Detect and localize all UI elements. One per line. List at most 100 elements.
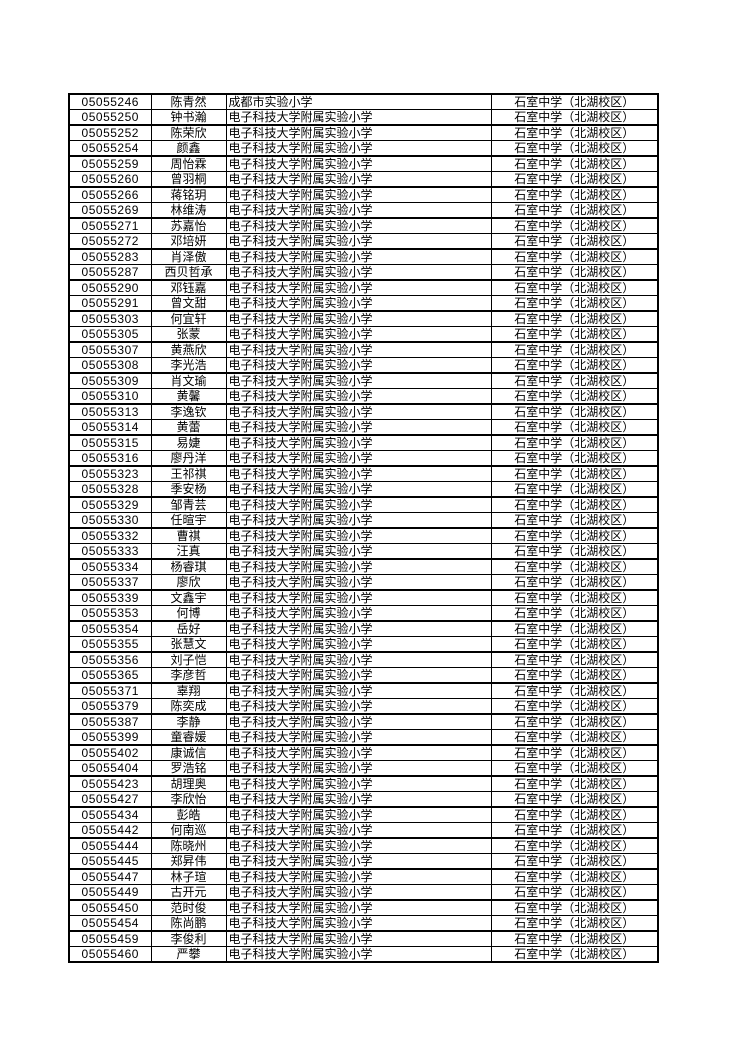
student-id-cell: 05055356 bbox=[68, 651, 152, 668]
primary-school-cell: 电子科技大学附属实验小学 bbox=[225, 388, 492, 405]
table-row: 05055371 辜翔 电子科技大学附属实验小学 石室中学（北湖校区） bbox=[68, 682, 659, 699]
table-row: 05055250 钟书瀚 电子科技大学附属实验小学 石室中学（北湖校区） bbox=[68, 109, 659, 126]
student-id-cell: 05055291 bbox=[68, 295, 152, 312]
student-name-cell: 李彦哲 bbox=[150, 667, 227, 684]
middle-school-cell: 石室中学（北湖校区） bbox=[490, 465, 659, 482]
student-id-cell: 05055353 bbox=[68, 605, 152, 622]
student-id-cell: 05055339 bbox=[68, 589, 152, 606]
student-name-cell: 李俊利 bbox=[150, 930, 227, 947]
table-row: 05055447 林子瑄 电子科技大学附属实验小学 石室中学（北湖校区） bbox=[68, 868, 659, 885]
student-name-cell: 王祁祺 bbox=[150, 465, 227, 482]
student-name-cell: 胡理奥 bbox=[150, 775, 227, 792]
student-name-cell: 童睿媛 bbox=[150, 729, 227, 746]
table-row: 05055252 陈荣欣 电子科技大学附属实验小学 石室中学（北湖校区） bbox=[68, 124, 659, 141]
student-name-cell: 严攀 bbox=[150, 946, 227, 963]
student-name-cell: 岳好 bbox=[150, 620, 227, 637]
student-name-cell: 邓培妍 bbox=[150, 233, 227, 250]
table-row: 05055404 罗浩铭 电子科技大学附属实验小学 石室中学（北湖校区） bbox=[68, 760, 659, 777]
student-name-cell: 曾羽桐 bbox=[150, 171, 227, 188]
middle-school-cell: 石室中学（北湖校区） bbox=[490, 341, 659, 358]
middle-school-cell: 石室中学（北湖校区） bbox=[490, 589, 659, 606]
student-name-cell: 周怡霖 bbox=[150, 155, 227, 172]
student-name-cell: 钟书瀚 bbox=[150, 109, 227, 126]
student-name-cell: 曾文甜 bbox=[150, 295, 227, 312]
student-id-cell: 05055354 bbox=[68, 620, 152, 637]
middle-school-cell: 石室中学（北湖校区） bbox=[490, 248, 659, 265]
table-row: 05055283 肖泽傲 电子科技大学附属实验小学 石室中学（北湖校区） bbox=[68, 248, 659, 265]
student-name-cell: 汪真 bbox=[150, 543, 227, 560]
student-id-cell: 05055314 bbox=[68, 419, 152, 436]
primary-school-cell: 电子科技大学附属实验小学 bbox=[225, 729, 492, 746]
primary-school-cell: 电子科技大学附属实验小学 bbox=[225, 651, 492, 668]
primary-school-cell: 电子科技大学附属实验小学 bbox=[225, 698, 492, 715]
student-name-cell: 陈青然 bbox=[150, 93, 227, 110]
student-name-cell: 杨睿琪 bbox=[150, 558, 227, 575]
student-id-cell: 05055399 bbox=[68, 729, 152, 746]
table-row: 05055379 陈奕成 电子科技大学附属实验小学 石室中学（北湖校区） bbox=[68, 698, 659, 715]
student-name-cell: 李光浩 bbox=[150, 357, 227, 374]
primary-school-cell: 电子科技大学附属实验小学 bbox=[225, 915, 492, 932]
student-id-cell: 05055355 bbox=[68, 636, 152, 653]
student-id-cell: 05055404 bbox=[68, 760, 152, 777]
middle-school-cell: 石室中学（北湖校区） bbox=[490, 419, 659, 436]
student-name-cell: 黄燕欣 bbox=[150, 341, 227, 358]
table-row: 05055402 康诚信 电子科技大学附属实验小学 石室中学（北湖校区） bbox=[68, 744, 659, 761]
student-id-cell: 05055371 bbox=[68, 682, 152, 699]
primary-school-cell: 电子科技大学附属实验小学 bbox=[225, 124, 492, 141]
primary-school-cell: 电子科技大学附属实验小学 bbox=[225, 930, 492, 947]
student-name-cell: 郑昇伟 bbox=[150, 853, 227, 870]
table-row: 05055354 岳好 电子科技大学附属实验小学 石室中学（北湖校区） bbox=[68, 620, 659, 637]
student-id-cell: 05055334 bbox=[68, 558, 152, 575]
primary-school-cell: 电子科技大学附属实验小学 bbox=[225, 667, 492, 684]
middle-school-cell: 石室中学（北湖校区） bbox=[490, 450, 659, 467]
middle-school-cell: 石室中学（北湖校区） bbox=[490, 372, 659, 389]
student-id-cell: 05055271 bbox=[68, 217, 152, 234]
student-id-cell: 05055427 bbox=[68, 791, 152, 808]
student-name-cell: 陈奕成 bbox=[150, 698, 227, 715]
table-row: 05055313 李逸钦 电子科技大学附属实验小学 石室中学（北湖校区） bbox=[68, 403, 659, 420]
table-row: 05055291 曾文甜 电子科技大学附属实验小学 石室中学（北湖校区） bbox=[68, 295, 659, 312]
student-id-cell: 05055305 bbox=[68, 326, 152, 343]
middle-school-cell: 石室中学（北湖校区） bbox=[490, 202, 659, 219]
middle-school-cell: 石室中学（北湖校区） bbox=[490, 527, 659, 544]
student-name-cell: 文鑫宇 bbox=[150, 589, 227, 606]
student-name-cell: 蒋铭玥 bbox=[150, 186, 227, 203]
primary-school-cell: 电子科技大学附属实验小学 bbox=[225, 264, 492, 281]
middle-school-cell: 石室中学（北湖校区） bbox=[490, 744, 659, 761]
student-roster-table: 05055246 陈青然 成都市实验小学 石室中学（北湖校区） 05055250 钟书瀚电… bbox=[68, 93, 659, 963]
primary-school-cell: 电子科技大学附属实验小学 bbox=[225, 899, 492, 916]
primary-school-cell: 电子科技大学附属实验小学 bbox=[225, 202, 492, 219]
student-name-cell: 陈尚鹏 bbox=[150, 915, 227, 932]
student-id-cell: 05055365 bbox=[68, 667, 152, 684]
primary-school-cell: 电子科技大学附属实验小学 bbox=[225, 868, 492, 885]
table-row: 05055246 陈青然 成都市实验小学 石室中学（北湖校区） bbox=[68, 93, 659, 110]
primary-school-cell: 电子科技大学附属实验小学 bbox=[225, 775, 492, 792]
student-name-cell: 林维涛 bbox=[150, 202, 227, 219]
middle-school-cell: 石室中学（北湖校区） bbox=[490, 760, 659, 777]
middle-school-cell: 石室中学（北湖校区） bbox=[490, 915, 659, 932]
student-id-cell: 05055423 bbox=[68, 775, 152, 792]
primary-school-cell: 电子科技大学附属实验小学 bbox=[225, 760, 492, 777]
student-name-cell: 任暄宇 bbox=[150, 512, 227, 529]
student-id-cell: 05055337 bbox=[68, 574, 152, 591]
middle-school-cell: 石室中学（北湖校区） bbox=[490, 667, 659, 684]
middle-school-cell: 石室中学（北湖校区） bbox=[490, 403, 659, 420]
table-row: 05055287 西贝哲承 电子科技大学附属实验小学 石室中学（北湖校区） bbox=[68, 264, 659, 281]
primary-school-cell: 电子科技大学附属实验小学 bbox=[225, 434, 492, 451]
primary-school-cell: 成都市实验小学 bbox=[225, 93, 492, 110]
middle-school-cell: 石室中学（北湖校区） bbox=[490, 682, 659, 699]
table-row: 05055332 曹祺 电子科技大学附属实验小学 石室中学（北湖校区） bbox=[68, 527, 659, 544]
table-row: 05055353 何博 电子科技大学附属实验小学 石室中学（北湖校区） bbox=[68, 605, 659, 622]
student-name-cell: 刘子恺 bbox=[150, 651, 227, 668]
student-id-cell: 05055254 bbox=[68, 140, 152, 157]
table-row: 05055329 邹青芸 电子科技大学附属实验小学 石室中学（北湖校区） bbox=[68, 496, 659, 513]
student-id-cell: 05055447 bbox=[68, 868, 152, 885]
middle-school-cell: 石室中学（北湖校区） bbox=[490, 558, 659, 575]
student-name-cell: 李欣怡 bbox=[150, 791, 227, 808]
primary-school-cell: 电子科技大学附属实验小学 bbox=[225, 822, 492, 839]
middle-school-cell: 石室中学（北湖校区） bbox=[490, 109, 659, 126]
middle-school-cell: 石室中学（北湖校区） bbox=[490, 884, 659, 901]
middle-school-cell: 石室中学（北湖校区） bbox=[490, 124, 659, 141]
table-row: 05055399 童睿媛 电子科技大学附属实验小学 石室中学（北湖校区） bbox=[68, 729, 659, 746]
student-name-cell: 康诚信 bbox=[150, 744, 227, 761]
